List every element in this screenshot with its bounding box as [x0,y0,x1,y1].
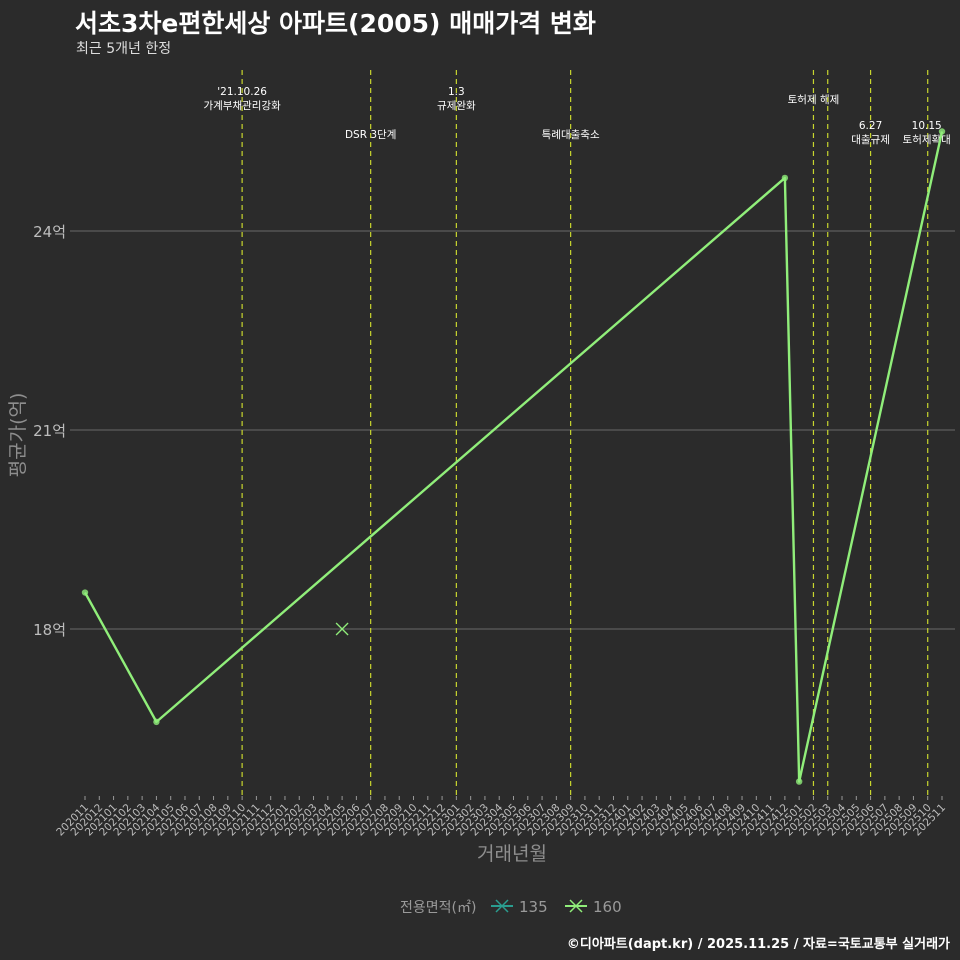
chart-title: 서초3차e편한세상 아파트(2005) 매매가격 변화 [75,9,596,38]
event-annotation: 토허제확대 [903,133,951,146]
event-annotation: 10.15 [912,120,942,132]
source-caption: ©디아파트(dapt.kr) / 2025.11.25 / 자료=국토교통부 실… [566,937,950,952]
legend-entry-135: 135 [491,898,548,916]
event-annotation: 토허제 해제 [788,93,840,106]
series-160-point [781,174,789,182]
series-160-point [795,778,803,785]
series-135-marker-stroke [335,622,349,636]
legend-label: 160 [593,898,622,916]
event-annotation: 1.3 [448,86,465,98]
event-annotation: 규제완화 [437,99,476,112]
event-annotation: DSR 3단계 [345,129,396,141]
x-axis-label: 거래년월 [477,843,547,865]
series-135-point [335,622,349,636]
chart-subtitle: 최근 5개년 한정 [76,41,172,57]
axes: 평균가(억) 거래년월 2020112020122021012021022021… [7,393,948,865]
y-tick-label: 18억 [33,621,66,639]
legend-key-cross [495,899,509,913]
y-tick-label: 21억 [33,422,66,440]
legend: 전용면적(㎡) 135 160 [400,898,622,916]
legend-label: 135 [519,898,548,916]
series-160-point [938,128,946,135]
event-annotation: '21.10.26 [217,86,267,98]
event-annotation: 가계부채관리강화 [203,100,281,112]
series-160-point [81,589,89,596]
grid-lines: 18억 21억 24억 [33,223,955,639]
legend-key-cross [569,899,583,913]
series-160-point [153,718,160,726]
y-axis-label: 평균가(억) [7,393,29,478]
series-layer [81,128,946,785]
event-annotation: 특례대출축소 [542,129,600,141]
legend-entry-160: 160 [565,898,622,916]
event-annotation: 대출규제 [851,134,890,146]
legend-title: 전용면적(㎡) [400,900,476,916]
y-tick-label: 24억 [33,223,66,241]
event-annotation: 6.27 [859,120,882,132]
